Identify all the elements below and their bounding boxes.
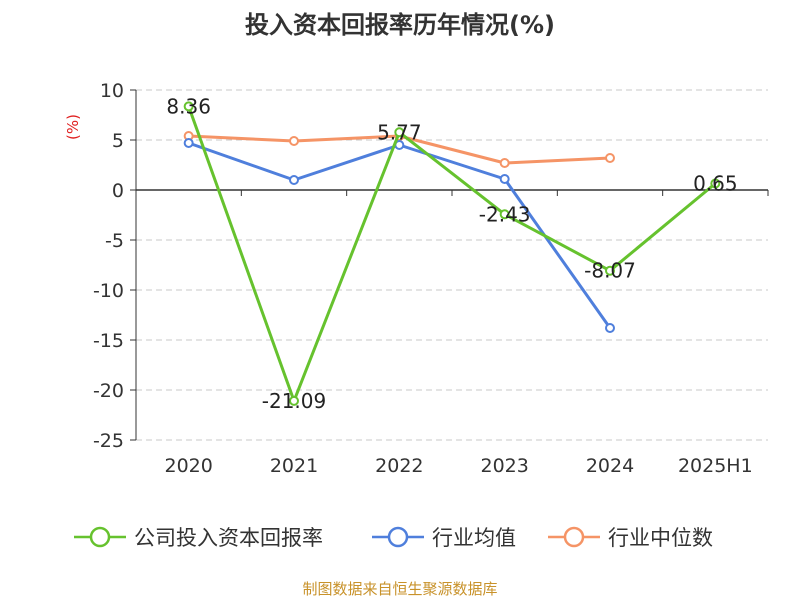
data-point [394, 127, 405, 138]
source-note: 制图数据来自恒生聚源数据库 [302, 580, 497, 598]
legend-marker [563, 526, 585, 548]
data-label: -21.09 [262, 389, 326, 413]
x-tick-label: 2020 [164, 455, 212, 477]
series-layer [183, 101, 721, 406]
y-tick-label: -20 [93, 380, 124, 402]
data-point [289, 175, 299, 185]
legend-item: 行业中位数 [548, 526, 713, 550]
data-label-layer: 8.36 -21.09 5.77 -2.43 -8.07 0.65 [166, 94, 738, 413]
x-tick-label: 2021 [270, 455, 318, 477]
data-point [605, 265, 615, 276]
x-tick-label: 2023 [480, 455, 528, 477]
axis-layer: 10 5 0 -5 -10 -15 -20 -25 2020 2021 2022 2023 2024 20… [93, 80, 769, 477]
data-label: 5.77 [377, 120, 422, 144]
data-point [499, 209, 510, 220]
legend-label: 行业中位数 [608, 526, 713, 550]
y-tick-label: -25 [93, 430, 124, 452]
x-tick-label: 2025H1 [678, 455, 753, 477]
y-tick-label: -10 [93, 280, 124, 302]
data-point [710, 178, 721, 189]
data-label: 0.65 [693, 172, 738, 196]
data-point [183, 138, 194, 148]
data-point [605, 323, 615, 333]
chart-title: 投入资本回报率历年情况(%) [245, 11, 555, 39]
y-tick-label: 0 [112, 180, 124, 202]
data-point [289, 136, 299, 146]
legend: 公司投入资本回报率 行业均值 行业中位数 [74, 526, 713, 550]
y-axis-label: (%) [64, 114, 82, 140]
data-label: 8.36 [166, 94, 211, 118]
legend-item: 公司投入资本回报率 [74, 526, 323, 550]
data-point [289, 395, 299, 406]
grid-layer [136, 89, 768, 441]
data-point [183, 101, 194, 112]
legend-marker [387, 526, 409, 548]
legend-marker [89, 526, 111, 548]
data-label: -2.43 [479, 202, 531, 226]
y-tick-label: -5 [105, 230, 124, 252]
y-tick-label: -15 [93, 330, 124, 352]
data-label: -8.07 [584, 259, 636, 283]
data-point [499, 174, 510, 184]
y-tick-label: 5 [112, 130, 124, 152]
legend-label: 公司投入资本回报率 [134, 526, 323, 550]
data-point [605, 153, 615, 163]
y-tick-label: 10 [100, 80, 124, 102]
data-point [499, 158, 510, 168]
x-tick-label: 2024 [586, 455, 634, 477]
legend-item: 行业均值 [372, 526, 516, 550]
series-line-0 [187, 105, 717, 403]
x-tick-label: 2022 [375, 455, 423, 477]
legend-label: 行业均值 [432, 526, 516, 550]
